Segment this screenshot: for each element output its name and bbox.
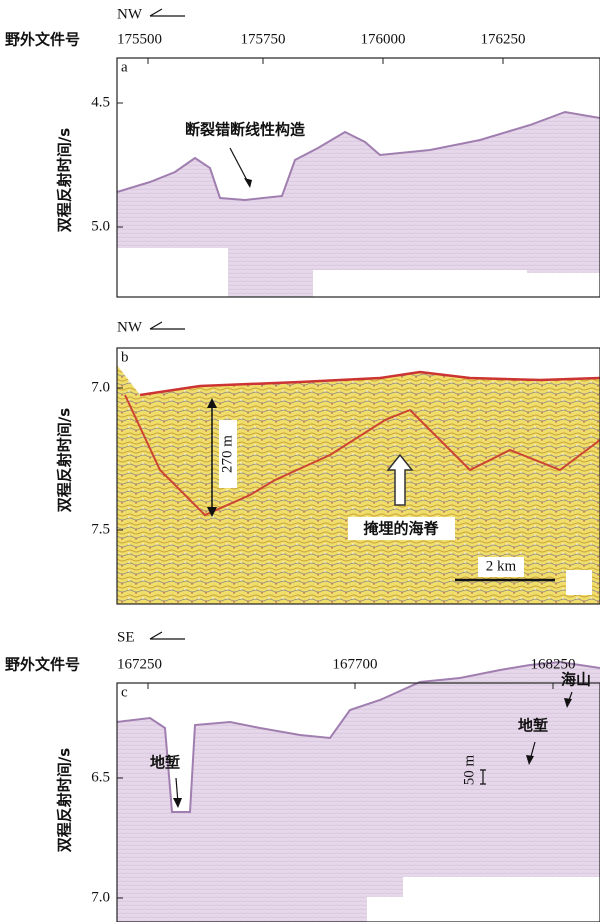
file-label: 野外文件号 [5, 656, 80, 674]
panel-b [117, 348, 600, 604]
seismic-image [117, 365, 600, 604]
arrow-head [173, 798, 182, 808]
y-tick-label: 4.5 [91, 94, 110, 110]
panel-label: a [121, 59, 128, 75]
blank [566, 570, 592, 595]
y-tick-label: 7.5 [91, 521, 110, 537]
annotation: 海山 [561, 671, 591, 689]
y-tick-label: 7.0 [91, 889, 110, 905]
panel-label: c [121, 684, 128, 700]
annotation: 地堑 [150, 754, 180, 772]
x-tick-label: 176250 [481, 31, 526, 47]
panel-c [117, 662, 600, 922]
y-axis-label: 双程反射时间/s [56, 128, 74, 232]
direction-arrow [150, 322, 185, 329]
direction-arrow [150, 9, 185, 16]
annotation: 掩埋的海脊 [363, 520, 439, 538]
direction: NW [117, 319, 143, 335]
direction: NW [117, 6, 143, 22]
file-label: 野外文件号 [5, 31, 80, 49]
panel-a [117, 58, 600, 297]
y-axis-label: 双程反射时间/s [56, 748, 74, 852]
direction: SE [117, 629, 135, 645]
x-tick-label: 175500 [117, 31, 162, 47]
y-tick-label: 6.5 [91, 769, 110, 785]
x-tick-label: 167700 [333, 656, 378, 672]
annotation: 270 m [219, 435, 235, 473]
annotation: 2 km [486, 558, 517, 574]
annotation: 50 m [461, 754, 477, 785]
y-tick-label: 7.0 [91, 379, 110, 395]
x-tick-label: 167250 [117, 656, 162, 672]
x-tick-label: 176000 [361, 31, 406, 47]
annotation: 地堑 [518, 717, 548, 735]
panel-label: b [121, 349, 129, 365]
figure: NW 野外文件号 a 175500 175750 176000 176250 4.5 5.0 双程… [0, 0, 600, 922]
y-tick-label: 5.0 [91, 218, 110, 234]
y-axis-label: 双程反射时间/s [56, 408, 74, 512]
x-tick-label: 175750 [241, 31, 286, 47]
annotation: 断裂错断线性构造 [185, 121, 305, 139]
direction-arrow [150, 632, 185, 639]
arrow-head [244, 178, 252, 188]
seismic-image [117, 662, 600, 922]
